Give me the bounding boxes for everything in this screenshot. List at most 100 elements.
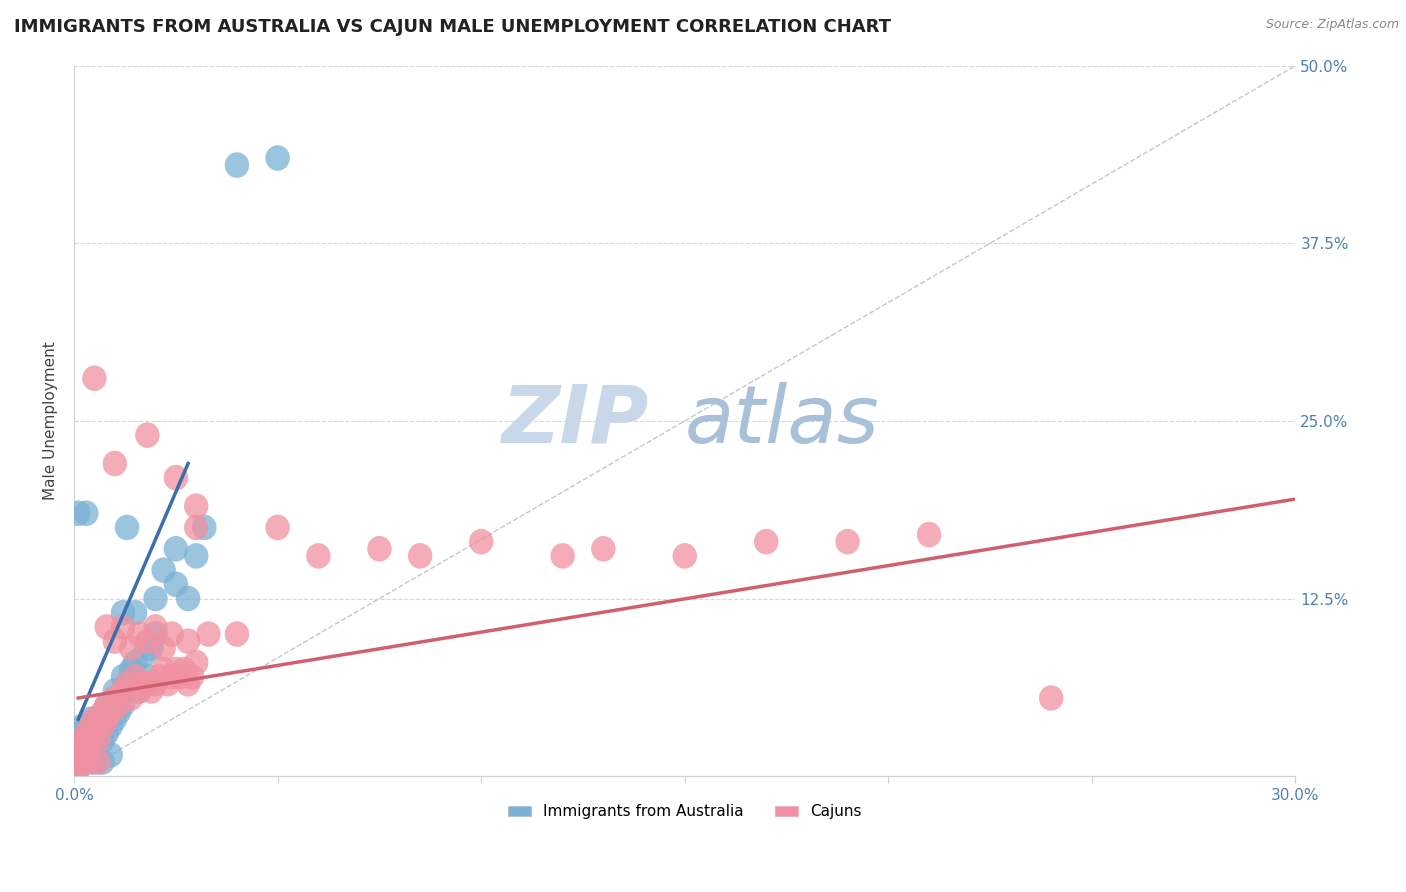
Ellipse shape <box>131 642 156 668</box>
Ellipse shape <box>107 699 131 725</box>
Ellipse shape <box>75 721 98 747</box>
Ellipse shape <box>127 678 152 704</box>
Ellipse shape <box>66 749 90 775</box>
Ellipse shape <box>66 735 90 761</box>
Ellipse shape <box>163 657 188 682</box>
Ellipse shape <box>152 635 176 661</box>
Ellipse shape <box>163 572 188 597</box>
Ellipse shape <box>82 706 107 732</box>
Ellipse shape <box>70 749 94 775</box>
Ellipse shape <box>172 657 197 682</box>
Ellipse shape <box>86 714 111 739</box>
Ellipse shape <box>408 543 433 569</box>
Ellipse shape <box>86 714 111 739</box>
Ellipse shape <box>111 600 135 625</box>
Ellipse shape <box>176 671 200 697</box>
Ellipse shape <box>225 621 249 647</box>
Ellipse shape <box>156 671 180 697</box>
Ellipse shape <box>82 721 107 747</box>
Ellipse shape <box>184 543 208 569</box>
Ellipse shape <box>148 664 172 690</box>
Ellipse shape <box>184 515 208 541</box>
Ellipse shape <box>79 706 103 732</box>
Ellipse shape <box>94 706 120 732</box>
Ellipse shape <box>94 692 120 718</box>
Ellipse shape <box>98 714 122 739</box>
Ellipse shape <box>111 615 135 640</box>
Ellipse shape <box>143 671 167 697</box>
Ellipse shape <box>103 678 127 704</box>
Ellipse shape <box>197 621 221 647</box>
Ellipse shape <box>90 749 115 775</box>
Ellipse shape <box>225 153 249 178</box>
Ellipse shape <box>122 664 148 690</box>
Ellipse shape <box>82 728 107 754</box>
Ellipse shape <box>672 543 697 569</box>
Text: atlas: atlas <box>685 382 880 460</box>
Ellipse shape <box>70 714 94 739</box>
Ellipse shape <box>184 649 208 675</box>
Ellipse shape <box>82 749 107 775</box>
Ellipse shape <box>86 721 111 747</box>
Ellipse shape <box>152 657 176 682</box>
Ellipse shape <box>75 500 98 526</box>
Ellipse shape <box>79 735 103 761</box>
Ellipse shape <box>163 536 188 562</box>
Ellipse shape <box>94 692 120 718</box>
Ellipse shape <box>86 728 111 754</box>
Ellipse shape <box>120 685 143 711</box>
Ellipse shape <box>66 500 90 526</box>
Ellipse shape <box>111 692 135 718</box>
Text: Source: ZipAtlas.com: Source: ZipAtlas.com <box>1265 18 1399 31</box>
Ellipse shape <box>66 756 90 782</box>
Ellipse shape <box>90 699 115 725</box>
Ellipse shape <box>367 536 392 562</box>
Ellipse shape <box>152 558 176 582</box>
Ellipse shape <box>79 728 103 754</box>
Ellipse shape <box>66 756 90 782</box>
Ellipse shape <box>266 515 290 541</box>
Ellipse shape <box>66 728 90 754</box>
Ellipse shape <box>82 366 107 391</box>
Ellipse shape <box>66 721 90 747</box>
Ellipse shape <box>111 664 135 690</box>
Ellipse shape <box>82 721 107 747</box>
Ellipse shape <box>167 664 193 690</box>
Ellipse shape <box>70 735 94 761</box>
Ellipse shape <box>75 721 98 747</box>
Ellipse shape <box>98 742 122 768</box>
Ellipse shape <box>135 671 160 697</box>
Ellipse shape <box>160 621 184 647</box>
Ellipse shape <box>94 615 120 640</box>
Ellipse shape <box>550 543 575 569</box>
Ellipse shape <box>135 628 160 654</box>
Ellipse shape <box>1039 685 1063 711</box>
Ellipse shape <box>143 621 167 647</box>
Legend: Immigrants from Australia, Cajuns: Immigrants from Australia, Cajuns <box>502 798 868 825</box>
Ellipse shape <box>163 465 188 491</box>
Ellipse shape <box>70 749 94 775</box>
Ellipse shape <box>94 721 120 747</box>
Ellipse shape <box>70 735 94 761</box>
Ellipse shape <box>103 628 127 654</box>
Ellipse shape <box>176 586 200 611</box>
Ellipse shape <box>120 657 143 682</box>
Ellipse shape <box>835 529 860 555</box>
Ellipse shape <box>135 422 160 448</box>
Ellipse shape <box>139 678 163 704</box>
Ellipse shape <box>193 515 217 541</box>
Ellipse shape <box>75 742 98 768</box>
Ellipse shape <box>103 450 127 476</box>
Text: ZIP: ZIP <box>501 382 648 460</box>
Ellipse shape <box>122 649 148 675</box>
Ellipse shape <box>79 714 103 739</box>
Ellipse shape <box>184 493 208 519</box>
Ellipse shape <box>90 714 115 739</box>
Ellipse shape <box>75 742 98 768</box>
Ellipse shape <box>115 671 139 697</box>
Ellipse shape <box>103 706 127 732</box>
Ellipse shape <box>266 145 290 170</box>
Ellipse shape <box>127 678 152 704</box>
Ellipse shape <box>98 699 122 725</box>
Text: IMMIGRANTS FROM AUSTRALIA VS CAJUN MALE UNEMPLOYMENT CORRELATION CHART: IMMIGRANTS FROM AUSTRALIA VS CAJUN MALE … <box>14 18 891 36</box>
